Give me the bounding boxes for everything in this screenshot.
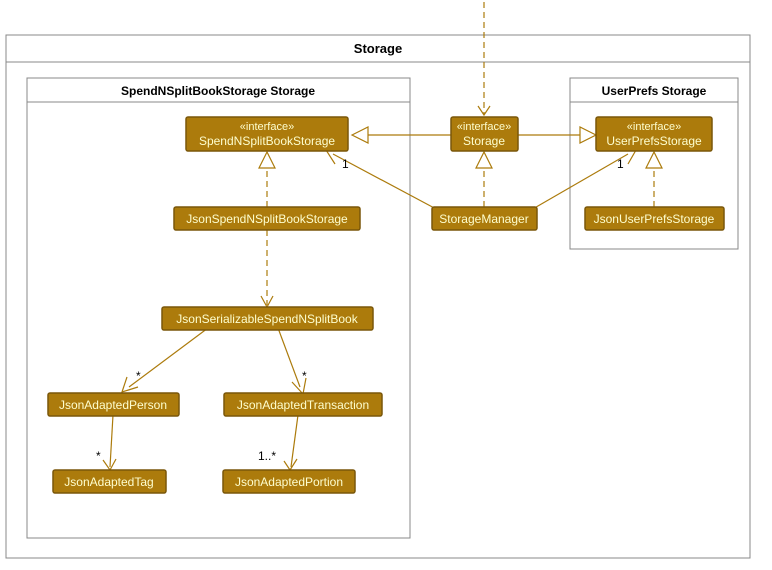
- json-adapted-portion-name: JsonAdaptedPortion: [235, 475, 343, 489]
- outer-package-label: Storage: [354, 41, 402, 56]
- json-serializable-name: JsonSerializableSpendNSplitBook: [176, 312, 358, 326]
- mult-star3: *: [96, 449, 101, 463]
- storage-extends-userprefs-head: [580, 127, 596, 143]
- jsonUP-realizes-head: [646, 152, 662, 168]
- left-package-label: SpendNSplitBookStorage Storage: [121, 84, 315, 98]
- sns-storage-stereotype: «interface»: [240, 121, 294, 133]
- json-adapted-person-name: JsonAdaptedPerson: [59, 398, 167, 412]
- mult-one-left: 1: [342, 157, 349, 171]
- serial-to-person-line: [129, 328, 208, 387]
- person-to-tag-head: [103, 459, 116, 470]
- json-userprefs-name: JsonUserPrefsStorage: [594, 212, 715, 226]
- userprefs-name: UserPrefsStorage: [606, 134, 702, 148]
- storage-stereotype: «interface»: [457, 121, 511, 133]
- right-package-label: UserPrefs Storage: [602, 84, 707, 98]
- sns-storage-name: SpendNSplitBookStorage: [199, 134, 335, 148]
- mgr-to-userprefs-line: [531, 154, 628, 210]
- storage-extends-sns-head: [352, 127, 368, 143]
- mgr-realizes-storage-head: [476, 152, 492, 168]
- jsonSns-realizes-head: [259, 152, 275, 168]
- mult-star1: *: [136, 369, 141, 383]
- json-adapted-txn-name: JsonAdaptedTransaction: [237, 398, 369, 412]
- userprefs-stereotype: «interface»: [627, 121, 681, 133]
- txn-to-portion-head: [284, 459, 297, 470]
- mult-one-right: 1: [617, 157, 624, 171]
- json-adapted-tag-name: JsonAdaptedTag: [64, 475, 153, 489]
- json-sns-storage-name: JsonSpendNSplitBookStorage: [186, 212, 348, 226]
- mult-star2: *: [302, 369, 307, 383]
- mult-oneplus: 1..*: [258, 449, 276, 463]
- storage-name: Storage: [463, 134, 505, 148]
- serial-to-txn-line: [278, 328, 300, 387]
- mgr-to-sns-line: [333, 154, 438, 210]
- person-to-tag-line: [110, 415, 113, 467]
- storage-manager-name: StorageManager: [439, 212, 528, 226]
